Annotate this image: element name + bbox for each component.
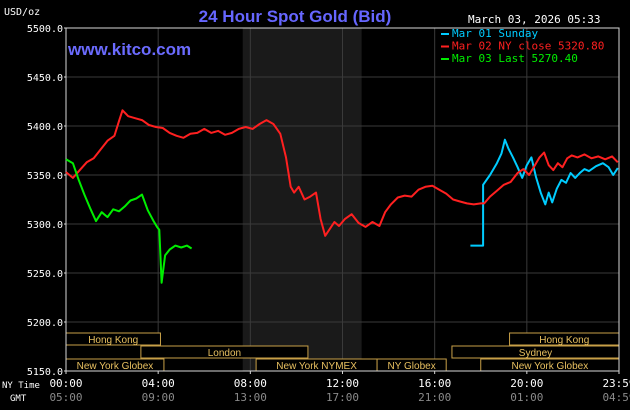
session-label: New York Globex bbox=[512, 361, 589, 372]
legend-entry: Mar 01 Sunday bbox=[441, 27, 538, 40]
y-tick-label: 5300.0 bbox=[27, 220, 63, 231]
x-tick-label-gmt: 21:00 bbox=[418, 391, 451, 404]
y-tick-label: 5350.0 bbox=[27, 171, 63, 182]
timestamp: March 03, 2026 05:33 bbox=[468, 13, 600, 26]
session-bar: New York NYMEX bbox=[255, 358, 378, 372]
y-tick-label: 5200.0 bbox=[27, 318, 63, 329]
y-tick-label: 5250.0 bbox=[27, 269, 63, 280]
legend-label: Mar 02 NY close 5320.80 bbox=[452, 40, 604, 53]
session-bar: Sydney bbox=[451, 345, 620, 359]
x-tick-label-ny: 20:00 bbox=[510, 377, 543, 390]
session-label: Sydney bbox=[519, 348, 552, 359]
session-label: Hong Kong bbox=[539, 335, 589, 346]
series-line-1 bbox=[470, 138, 619, 247]
series-lines bbox=[65, 109, 619, 284]
plot-area: Hong Kong London New York Globex New York N… bbox=[65, 27, 620, 372]
session-bar: New York Globex bbox=[480, 358, 620, 372]
y-tick-labels: 5500.0 5450.0 5400.0 5350.0 5300.0 5250.0 5200… bbox=[27, 24, 66, 378]
x-tick-label-ny: 16:00 bbox=[418, 377, 451, 390]
session-label: NY Globex bbox=[388, 361, 436, 372]
watermark: www.kitco.com bbox=[67, 40, 191, 59]
series-line-2 bbox=[65, 109, 619, 237]
session-bar: New York Globex bbox=[65, 358, 165, 372]
session-bar: Hong Kong bbox=[509, 332, 620, 346]
gmt-label: GMT bbox=[10, 394, 27, 404]
y-axis-label: USD/oz bbox=[4, 7, 40, 18]
x-tick-label-ny: 04:00 bbox=[142, 377, 175, 390]
legend-label: Mar 03 Last 5270.40 bbox=[452, 52, 578, 65]
x-tick-label-gmt: 04:59 bbox=[602, 391, 630, 404]
shaded-period bbox=[242, 28, 362, 371]
x-tick-label-gmt: 17:00 bbox=[326, 391, 359, 404]
legend-entry: Mar 03 Last 5270.40 bbox=[441, 52, 578, 65]
x-tick-label-ny: 12:00 bbox=[326, 377, 359, 390]
x-tick-label-ny: 00:00 bbox=[49, 377, 82, 390]
x-tick-label-gmt: 01:00 bbox=[510, 391, 543, 404]
legend-entry: Mar 02 NY close 5320.80 bbox=[441, 40, 604, 53]
session-label: New York NYMEX bbox=[276, 361, 357, 372]
y-tick-label: 5400.0 bbox=[27, 122, 63, 133]
session-label: Hong Kong bbox=[88, 335, 138, 346]
session-bar: Hong Kong bbox=[65, 332, 161, 346]
series-line-3 bbox=[65, 158, 193, 284]
session-label: New York Globex bbox=[77, 361, 154, 372]
y-tick-label: 5150.0 bbox=[27, 367, 63, 378]
x-tick-label-ny: 08:00 bbox=[234, 377, 267, 390]
session-box bbox=[140, 345, 309, 359]
session-bar: London bbox=[140, 345, 309, 359]
y-tick-label: 5450.0 bbox=[27, 73, 63, 84]
session-label: London bbox=[208, 348, 241, 359]
x-tick-label-ny: 23:59 bbox=[602, 377, 630, 390]
chart-title: 24 Hour Spot Gold (Bid) bbox=[199, 7, 392, 26]
y-tick-label: 5500.0 bbox=[27, 24, 63, 35]
x-tick-label-gmt: 13:00 bbox=[234, 391, 267, 404]
ny-time-label: NY Time bbox=[2, 381, 40, 391]
x-tick-label-gmt: 05:00 bbox=[49, 391, 82, 404]
session-bar: NY Globex bbox=[376, 358, 447, 372]
x-tick-label-gmt: 09:00 bbox=[142, 391, 175, 404]
legend-label: Mar 01 Sunday bbox=[452, 27, 538, 40]
